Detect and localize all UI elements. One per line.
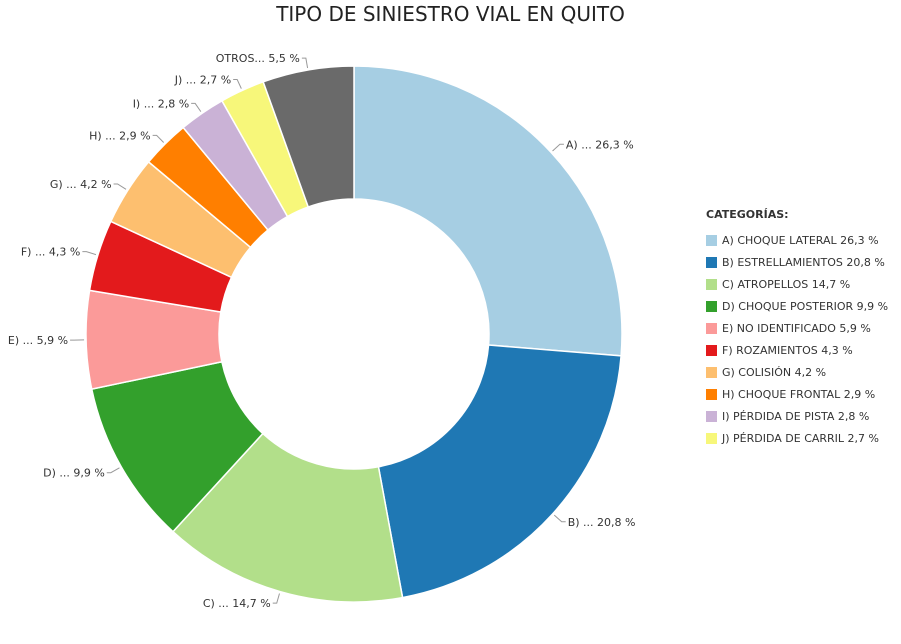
legend-item[interactable]: D) CHOQUE POSTERIOR 9,9 % <box>706 295 888 317</box>
leader-line <box>191 102 202 112</box>
legend-item[interactable]: F) ROZAMIENTOS 4,3 % <box>706 339 888 361</box>
leader-line <box>113 183 127 190</box>
legend-swatch <box>706 256 717 268</box>
leader-line <box>301 57 309 69</box>
slice-label: H) ... 2,9 % <box>89 129 151 142</box>
legend-label: H) CHOQUE FRONTAL 2,9 % <box>722 387 876 401</box>
slice-label: I) ... 2,8 % <box>133 97 189 110</box>
legend-item[interactable]: I) PÉRDIDA DE PISTA 2,8 % <box>706 405 888 427</box>
leader-line <box>272 593 280 604</box>
legend-swatch <box>706 278 717 290</box>
legend-swatch <box>706 432 717 444</box>
slice-label: B) ... 20,8 % <box>568 516 636 529</box>
legend-title: CATEGORÍAS: <box>706 208 789 221</box>
legend-label: C) ATROPELLOS 14,7 % <box>722 277 851 291</box>
legend-item[interactable]: G) COLISIÓN 4,2 % <box>706 361 888 383</box>
legend-item[interactable]: A) CHOQUE LATERAL 26,3 % <box>706 229 888 251</box>
legend-item[interactable]: B) ESTRELLAMIENTOS 20,8 % <box>706 251 888 273</box>
slice-label: C) ... 14,7 % <box>203 597 271 610</box>
legend-swatch <box>706 344 717 356</box>
legend-swatch <box>706 234 717 246</box>
legend-swatch <box>706 366 717 378</box>
slice-label: F) ... 4,3 % <box>21 246 81 259</box>
legend-label: D) CHOQUE POSTERIOR 9,9 % <box>722 299 889 313</box>
slice-label: D) ... 9,9 % <box>43 467 105 480</box>
leader-line <box>106 467 120 474</box>
legend-label: B) ESTRELLAMIENTOS 20,8 % <box>722 255 885 269</box>
legend-item[interactable]: E) NO IDENTIFICADO 5,9 % <box>706 317 888 339</box>
slice-a[interactable] <box>353 65 623 357</box>
legend-item[interactable]: J) PÉRDIDA DE CARRIL 2,7 % <box>706 427 888 449</box>
legend-label: E) NO IDENTIFICADO 5,9 % <box>722 321 871 335</box>
legend-items: A) CHOQUE LATERAL 26,3 % B) ESTRELLAMIENT… <box>706 229 888 449</box>
leader-line <box>553 514 566 523</box>
legend-swatch <box>706 300 717 312</box>
legend-item[interactable]: C) ATROPELLOS 14,7 % <box>706 273 888 295</box>
legend-label: A) CHOQUE LATERAL 26,3 % <box>722 233 879 247</box>
slice-label: A) ... 26,3 % <box>566 138 634 151</box>
legend-label: G) COLISIÓN 4,2 % <box>722 365 827 379</box>
slice-label: E) ... 5,9 % <box>8 334 68 347</box>
legend-item[interactable]: H) CHOQUE FRONTAL 2,9 % <box>706 383 888 405</box>
legend-label: I) PÉRDIDA DE PISTA 2,8 % <box>722 409 870 423</box>
slice-c[interactable] <box>171 432 404 603</box>
legend-swatch <box>706 388 717 400</box>
legend-swatch <box>706 410 717 422</box>
slice-label: OTROS... 5,5 % <box>216 52 300 65</box>
leader-line <box>552 143 564 152</box>
slices <box>85 65 623 603</box>
slice-label: J) ... 2,7 % <box>174 74 231 87</box>
legend: CATEGORÍAS: A) CHOQUE LATERAL 26,3 % B) E… <box>706 208 888 449</box>
legend-label: F) ROZAMIENTOS 4,3 % <box>722 343 853 357</box>
chart-title: TIPO DE SINIESTRO VIAL EN QUITO <box>276 2 625 26</box>
leader-line <box>233 79 242 89</box>
slice-labels: A) ... 26,3 % B) ... 20,8 % C) ... 14,7 % D… <box>8 52 636 610</box>
slice-otros-5-5[interactable] <box>262 65 355 208</box>
legend-swatch <box>706 322 717 334</box>
leader-line <box>152 134 165 143</box>
leader-line <box>82 251 97 256</box>
slice-b[interactable] <box>377 344 622 599</box>
slice-label: G) ... 4,2 % <box>50 178 112 191</box>
legend-label: J) PÉRDIDA DE CARRIL 2,7 % <box>722 431 879 445</box>
